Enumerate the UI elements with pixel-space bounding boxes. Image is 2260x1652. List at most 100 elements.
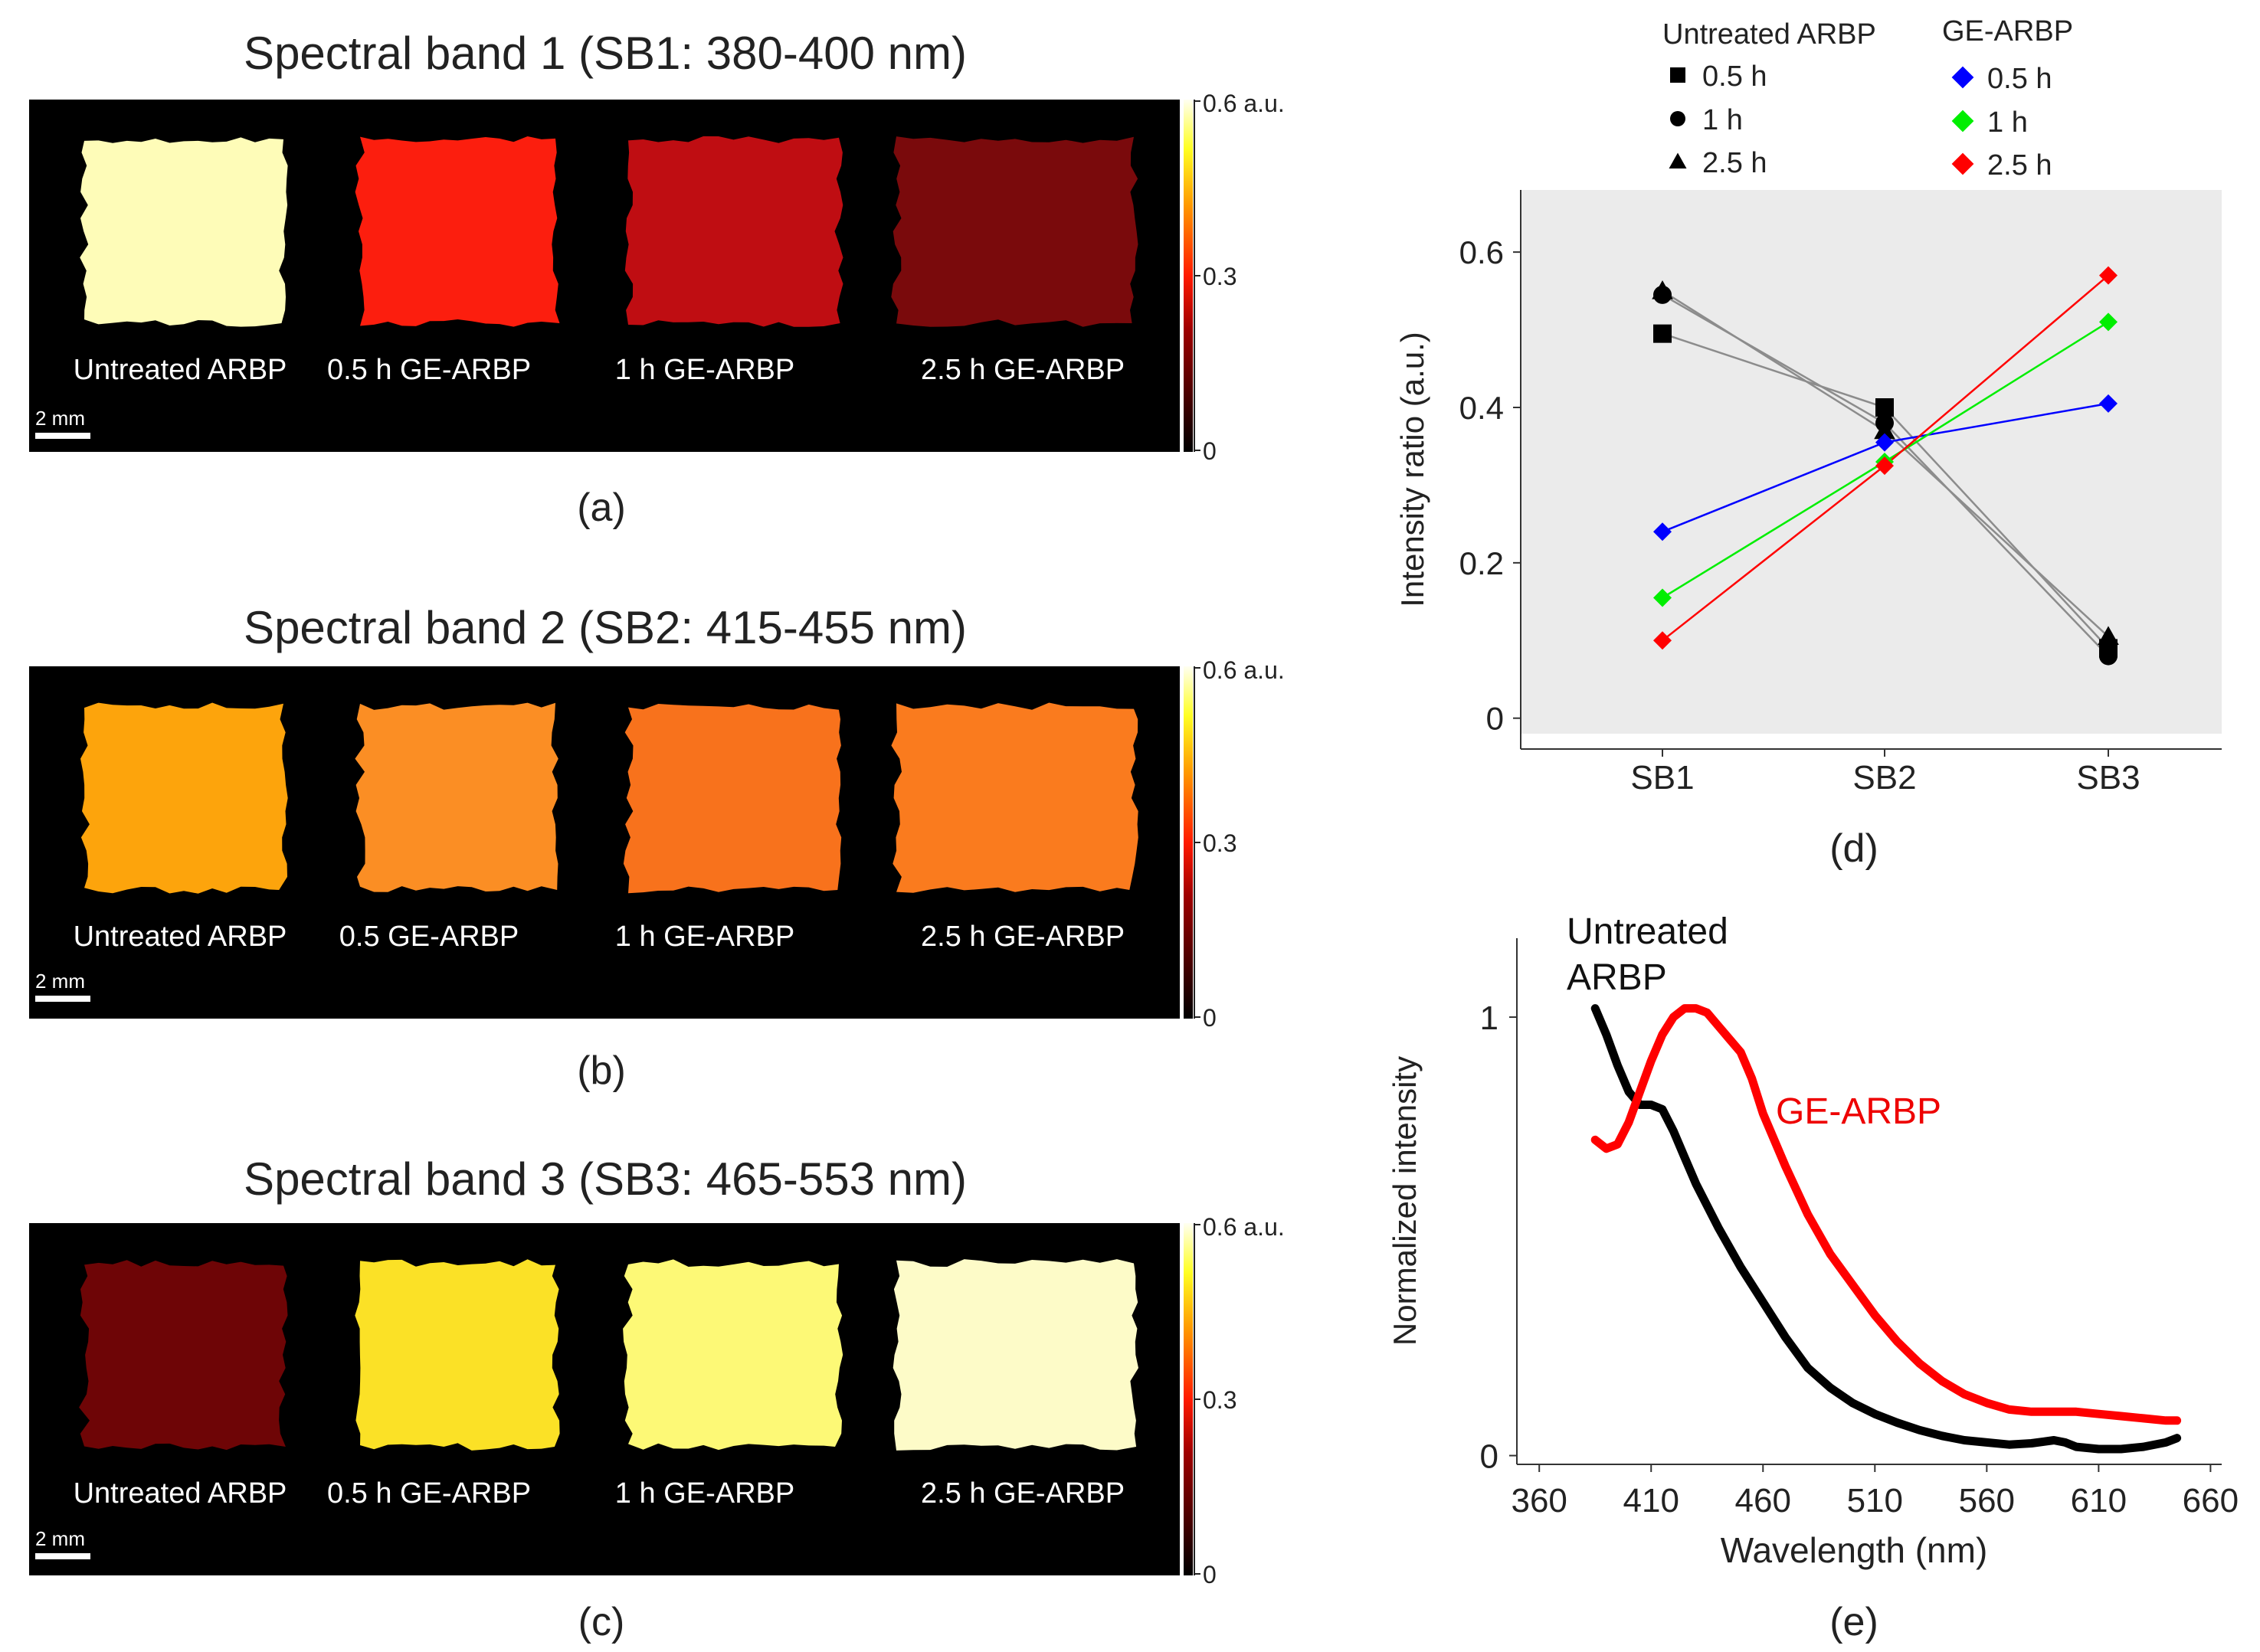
panel-b: Spectral band 2 (SB2: 415-455 nm) Untrea…: [29, 602, 1285, 1093]
legend-marker-2: [1670, 111, 1685, 126]
panel-a-sample-label-4: 2.5 h GE-ARBP: [921, 354, 1125, 386]
panel-a-sample-label-3: 1 h GE-ARBP: [615, 354, 794, 386]
chart-e-series-line-1: [1590, 1004, 2182, 1454]
chart-d-point-s6-SB3: [2099, 266, 2118, 285]
chart-d-point-s3-SB1: [1652, 280, 1673, 299]
panel-a-sample-2: [355, 136, 560, 327]
chart-d-point-s1-SB2: [1875, 398, 1894, 417]
chart-e-series-line-2: [1590, 1004, 2182, 1425]
legend-label-4: 0.5 h: [1987, 63, 2052, 95]
chart-d-y-tick-label: 0.4: [1459, 390, 1504, 426]
chart-e-annotation-arbp: ARBP: [1567, 957, 1667, 998]
panel-c-sample-4: [893, 1259, 1138, 1451]
panel-a-colorbar: 0.6 a.u. 0.3 0: [1184, 90, 1285, 465]
panel-a-scale-bar-label: 2 mm: [35, 407, 85, 430]
panel-c-sample-label-2: 0.5 h GE-ARBP: [327, 1477, 531, 1510]
panel-c-sample-label-3: 1 h GE-ARBP: [615, 1477, 794, 1510]
panel-c-title: Spectral band 3 (SB3: 465-553 nm): [244, 1153, 967, 1205]
panel-b-sample-label-2: 0.5 GE-ARBP: [339, 921, 519, 953]
legend-marker-6: [1951, 152, 1974, 175]
panel-b-colorbar: 0.6 a.u. 0.3 0: [1184, 656, 1285, 1032]
panel-b-sample-3: [623, 704, 842, 894]
panel-c-sample-label-4: 2.5 h GE-ARBP: [921, 1477, 1125, 1510]
panel-a: Spectral band 1 (SB1: 380-400 nm) Untrea…: [29, 28, 1285, 530]
panel-b-sample-2: [355, 702, 558, 892]
panel-b-scale-bar: 2 mm: [35, 970, 90, 1002]
panel-c-colorbar-mid-label: 0.3: [1203, 1386, 1236, 1414]
chart-e-x-tick-label: 410: [1623, 1482, 1679, 1520]
legend-group-ge-title: GE-ARBP: [1942, 15, 2073, 47]
legend-marker-1: [1670, 67, 1685, 83]
chart-d-x-tick-label: SB2: [1852, 759, 1916, 797]
panel-a-colorbar-gradient: [1184, 100, 1193, 452]
panel-c-scale-bar-label: 2 mm: [35, 1527, 85, 1550]
panel-b-sample-label-3: 1 h GE-ARBP: [615, 921, 794, 953]
panel-c-colorbar-gradient: [1184, 1223, 1193, 1575]
chart-d-legend: Untreated ARBP GE-ARBP 0.5 h 1 h 2.5 h 0.5 …: [1662, 15, 2073, 182]
chart-e-y-label: Normalized intensity: [1387, 1056, 1423, 1346]
panel-a-sample-3: [624, 136, 843, 327]
chart-d-point-s6-SB2: [1875, 456, 1894, 476]
chart-d-point-s5-SB3: [2099, 312, 2118, 332]
chart-e-caption: (e): [1829, 1600, 1878, 1644]
chart-e-x-tick-label: 360: [1511, 1482, 1567, 1520]
legend-label-3: 2.5 h: [1702, 147, 1767, 179]
legend-label-2: 1 h: [1702, 104, 1743, 136]
legend-label-6: 2.5 h: [1987, 149, 2052, 182]
panel-b-scale-bar-line: [35, 996, 90, 1002]
chart-d-x-tick-label: SB3: [2076, 759, 2140, 797]
panel-a-sample-1: [80, 137, 288, 327]
chart-d-x-tick-label: SB1: [1630, 759, 1694, 797]
chart-e-x-label: Wavelength (nm): [1721, 1530, 1988, 1570]
panel-b-sample-4: [891, 702, 1138, 893]
chart-d-point-s4-SB2: [1875, 433, 1894, 452]
legend-marker-5: [1951, 110, 1974, 132]
panel-c-sample-label-1: Untreated ARBP: [74, 1477, 287, 1510]
chart-d-point-s3-SB3: [2098, 626, 2119, 646]
panel-b-colorbar-gradient: [1184, 666, 1193, 1019]
chart-d-point-s1-SB1: [1653, 324, 1672, 343]
panel-b-title: Spectral band 2 (SB2: 415-455 nm): [244, 602, 967, 653]
panel-d: Untreated ARBP GE-ARBP 0.5 h 1 h 2.5 h 0.5 …: [1394, 15, 2222, 871]
chart-d-y-tick-label: 0.6: [1459, 234, 1504, 270]
panel-b-sample-label-4: 2.5 h GE-ARBP: [921, 921, 1125, 953]
panel-a-caption: (a): [577, 486, 626, 530]
chart-d-caption: (d): [1829, 826, 1878, 871]
legend-label-1: 0.5 h: [1702, 61, 1767, 93]
chart-e-x-tick-label: 510: [1847, 1482, 1903, 1520]
panel-a-colorbar-mid-label: 0.3: [1203, 263, 1236, 290]
panel-b-caption: (b): [577, 1048, 626, 1093]
panel-a-sample-label-1: Untreated ARBP: [74, 354, 287, 386]
panel-c: Spectral band 3 (SB3: 465-553 nm) Untrea…: [29, 1153, 1285, 1644]
chart-d-point-s3-SB2: [1874, 420, 1895, 440]
panel-c-sample-2: [355, 1259, 560, 1451]
chart-e-y-tick-label: 0: [1480, 1438, 1498, 1476]
chart-d-y-tick-label: 0: [1486, 701, 1504, 737]
panel-a-scale-bar-line: [35, 433, 90, 439]
chart-e-annotation-ge-arbp: GE-ARBP: [1776, 1091, 1941, 1132]
legend-marker-3: [1669, 152, 1687, 168]
legend-group-untreated-title: Untreated ARBP: [1662, 18, 1876, 51]
panel-b-sample-label-1: Untreated ARBP: [74, 921, 287, 953]
chart-d-y-tick-label: 0.2: [1459, 545, 1504, 581]
panel-a-scale-bar: 2 mm: [35, 407, 90, 439]
panel-c-scale-bar-line: [35, 1553, 90, 1559]
panel-c-caption: (c): [578, 1600, 625, 1644]
panel-b-colorbar-min-label: 0: [1203, 1004, 1217, 1032]
panel-a-colorbar-min-label: 0: [1203, 437, 1217, 465]
panel-b-scale-bar-label: 2 mm: [35, 970, 85, 993]
legend-label-5: 1 h: [1987, 106, 2028, 139]
panel-a-title: Spectral band 1 (SB1: 380-400 nm): [244, 28, 967, 79]
chart-e-x-tick-label: 460: [1735, 1482, 1791, 1520]
chart-d-point-s4-SB3: [2099, 394, 2118, 413]
panel-b-colorbar-max-label: 0.6 a.u.: [1203, 656, 1285, 684]
panel-e: Normalized intensity Wavelength (nm) 360…: [1387, 911, 2239, 1644]
chart-d-point-s5-SB1: [1653, 588, 1672, 607]
panel-c-colorbar: 0.6 a.u. 0.3 0: [1184, 1213, 1285, 1588]
chart-e-y-tick-label: 1: [1480, 999, 1498, 1037]
panel-a-sample-label-2: 0.5 h GE-ARBP: [327, 354, 531, 386]
panel-a-sample-4: [891, 136, 1138, 327]
panel-c-colorbar-min-label: 0: [1203, 1561, 1217, 1588]
chart-d-point-s6-SB1: [1653, 631, 1672, 650]
